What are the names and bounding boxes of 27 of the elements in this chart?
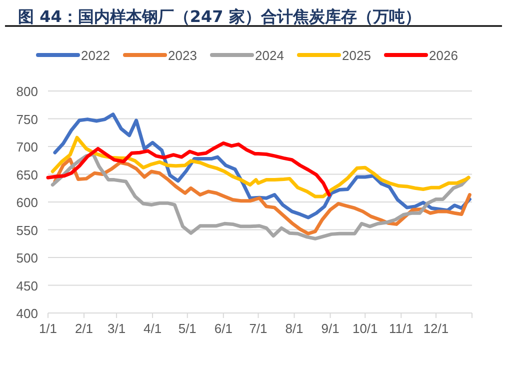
x-tick-label: 9/1 <box>321 321 340 336</box>
legend-label: 2024 <box>255 48 284 63</box>
x-tick-label: 3/1 <box>108 321 126 336</box>
x-tick-label: 7/1 <box>249 321 268 336</box>
y-tick-label: 600 <box>16 195 38 210</box>
x-tick-label: 11/1 <box>388 321 414 336</box>
chart-title: 图 44：国内样本钢厂（247 家）合计焦炭库存（万吨） <box>18 7 421 26</box>
legend-label: 2026 <box>429 48 458 63</box>
y-tick-label: 450 <box>16 278 38 294</box>
x-tick-label: 8/1 <box>285 321 304 336</box>
x-tick-label: 12/1 <box>423 321 449 336</box>
y-tick-label: 800 <box>16 84 38 99</box>
y-tick-label: 650 <box>16 167 38 182</box>
legend-label: 2022 <box>81 48 110 63</box>
x-tick-label: 6/1 <box>214 321 232 336</box>
y-tick-label: 700 <box>16 140 38 154</box>
x-tick-label: 2/1 <box>74 321 94 336</box>
y-tick-label: 550 <box>16 222 38 238</box>
x-tick-label: 5/1 <box>178 321 196 336</box>
legend-label: 2023 <box>168 48 197 63</box>
legend-label: 2025 <box>342 48 371 63</box>
x-tick-label: 1/1 <box>38 321 58 336</box>
x-tick-label: 10/1 <box>352 321 378 336</box>
y-tick-label: 500 <box>16 250 38 266</box>
y-tick-label: 400 <box>16 306 38 321</box>
y-tick-label: 750 <box>16 112 38 127</box>
x-tick-label: 4/1 <box>144 321 162 336</box>
